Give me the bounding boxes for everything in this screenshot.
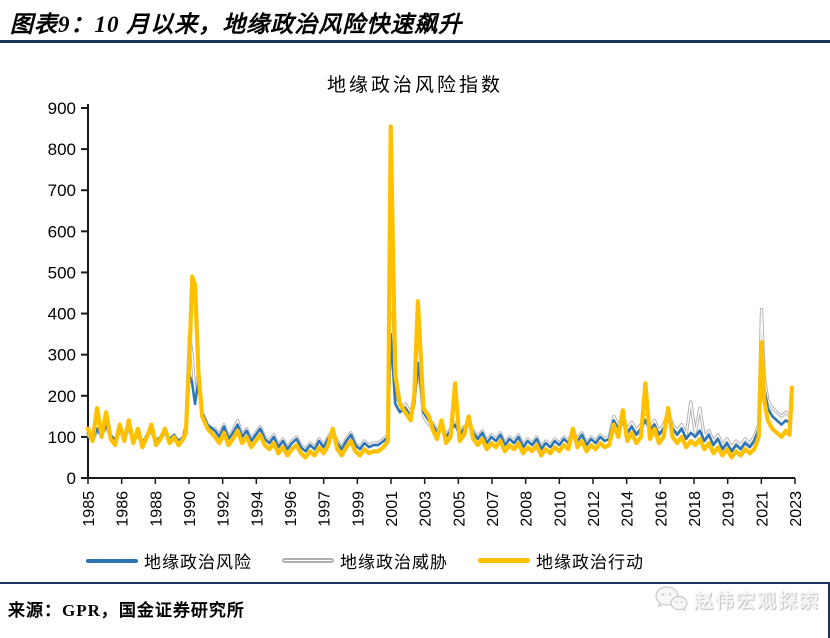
wechat-icon [655, 586, 688, 612]
chart-title: 地缘政治风险指数 [326, 75, 503, 96]
x-tick-label: 2010 [552, 491, 569, 527]
x-tick-label: 1988 [148, 491, 165, 527]
x-tick-label: 2003 [418, 491, 435, 527]
top-divider [0, 40, 830, 43]
legend-label-2: 地缘政治威胁 [340, 553, 448, 572]
y-tick-label: 100 [48, 428, 76, 447]
x-tick-label: 2018 [687, 491, 704, 527]
x-tick-label: 1992 [216, 491, 233, 527]
legend-label-3: 地缘政治行动 [536, 553, 644, 572]
x-tick-label: 1996 [283, 491, 300, 527]
x-tick-label: 2019 [721, 491, 738, 527]
y-tick-label: 900 [48, 99, 76, 118]
x-tick-label: 1997 [317, 491, 334, 527]
watermark: 赵伟宏观探索 [654, 585, 820, 613]
legend-swatch-3 [478, 558, 530, 563]
y-tick-label: 400 [48, 305, 76, 324]
x-tick-label: 2016 [653, 491, 670, 527]
y-tick-label: 0 [67, 469, 76, 488]
legend-item-3: 地缘政治行动 [478, 548, 644, 573]
x-tick-label: 2014 [620, 491, 637, 527]
y-tick-label: 800 [48, 140, 76, 159]
legend-label-1: 地缘政治风险 [144, 553, 252, 572]
x-tick-label: 2005 [451, 491, 468, 527]
x-tick-label: 2012 [586, 491, 603, 527]
x-tick-label: 2007 [485, 491, 502, 527]
x-tick-label: 1985 [81, 491, 98, 527]
x-tick-label: 1994 [249, 491, 266, 527]
y-tick-label: 300 [48, 346, 76, 365]
legend-swatch-2 [282, 558, 334, 563]
figure-title: 图表9：10 月以来，地缘政治风险快速飙升 [10, 12, 463, 37]
x-tick-label: 2008 [519, 491, 536, 527]
legend-swatch-1 [86, 558, 138, 563]
x-tick-label: 1990 [182, 491, 199, 527]
x-tick-label: 1986 [115, 491, 132, 527]
chart-legend: 地缘政治风险 地缘政治威胁 地缘政治行动 [86, 548, 793, 573]
y-tick-label: 200 [48, 387, 76, 406]
legend-item-1: 地缘政治风险 [86, 548, 252, 573]
bottom-divider [0, 582, 830, 584]
watermark-label: 赵伟宏观探索 [693, 590, 820, 612]
x-tick-label: 1999 [350, 491, 367, 527]
source-note: 来源：GPR，国金证券研究所 [8, 601, 245, 620]
x-tick-label: 2021 [754, 491, 771, 527]
right-edge-border [828, 582, 830, 638]
series-line-地缘政治行动 [85, 124, 795, 460]
legend-item-2: 地缘政治威胁 [282, 548, 448, 573]
y-tick-label: 500 [48, 263, 76, 282]
x-tick-label: 2001 [384, 491, 401, 527]
y-tick-label: 600 [48, 222, 76, 241]
x-tick-label: 2023 [788, 491, 805, 527]
y-tick-label: 700 [48, 181, 76, 200]
